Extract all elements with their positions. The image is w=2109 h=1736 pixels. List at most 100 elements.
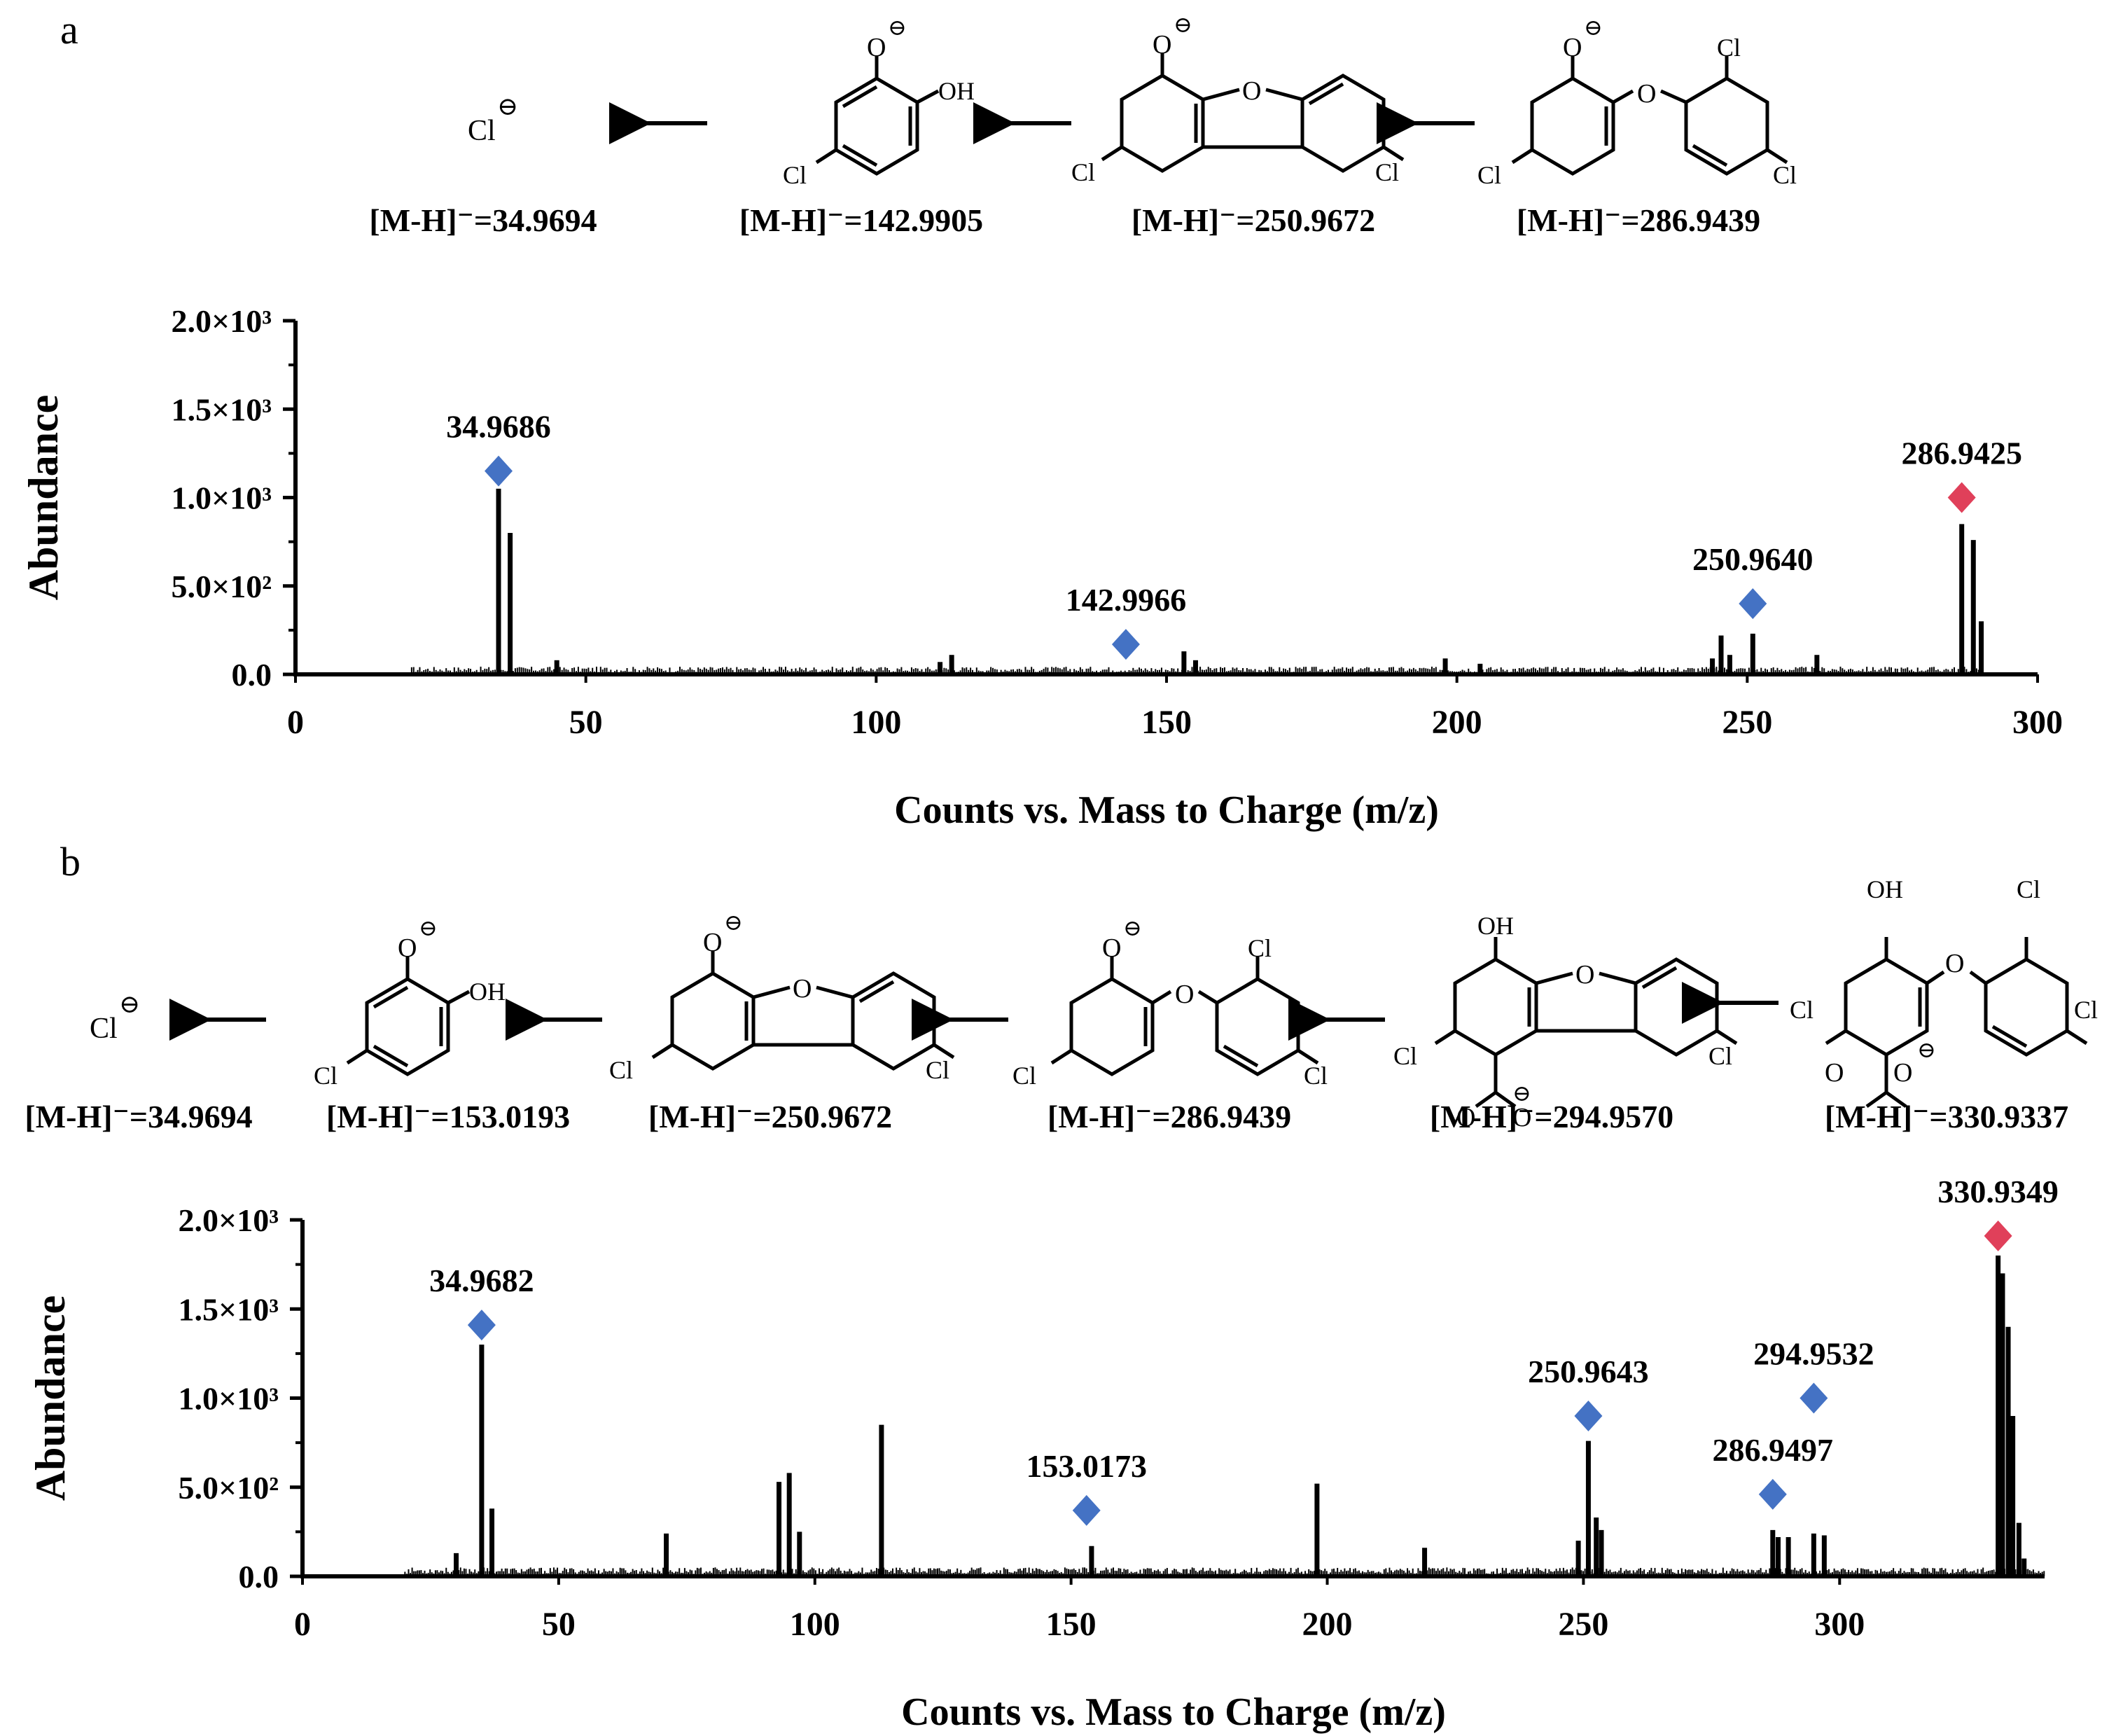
pathway-mz-a-1: [M-H]⁻=142.9905 xyxy=(739,202,983,238)
peak-annotation: 34.9682 xyxy=(429,1263,534,1298)
atom-cl: Cl xyxy=(314,1062,337,1090)
atom-oh: OH xyxy=(938,77,975,105)
pathway-mz-b-5: [M-H]⁻=330.9337 xyxy=(1825,1099,2068,1134)
atom-oh: OH xyxy=(1867,875,1903,903)
atom-cl: Cl xyxy=(1393,1042,1417,1070)
charge-symbol: ⊖ xyxy=(1917,1037,1936,1062)
pathway-mz-a-2: [M-H]⁻=250.9672 xyxy=(1132,202,1375,238)
peak-marker xyxy=(1072,1494,1101,1526)
atom-cl: Cl xyxy=(1717,34,1741,62)
peak-annotation: 286.9497 xyxy=(1713,1432,1834,1468)
y-axis-label: Abundance xyxy=(27,1296,74,1501)
x-axis-label: Counts vs. Mass to Charge (m/z) xyxy=(901,1690,1446,1734)
atom-cl: Cl xyxy=(926,1056,949,1084)
atom-o: O xyxy=(1637,79,1656,109)
atom-cl: Cl xyxy=(1477,161,1501,189)
peak-marker xyxy=(1111,629,1140,660)
pathway-mz-a-3: [M-H]⁻=286.9439 xyxy=(1517,202,1760,238)
x-tick-label: 100 xyxy=(790,1606,840,1643)
atom-cl: Cl xyxy=(2074,996,2098,1024)
atom-o: O xyxy=(793,974,812,1004)
y-tick-label: 2.0×10³ xyxy=(178,1202,279,1238)
atom-o: O xyxy=(703,928,722,957)
peak-marker xyxy=(1739,588,1767,619)
peak-marker xyxy=(1800,1382,1828,1414)
atom-o: O xyxy=(1102,933,1121,963)
pathway-mz-a-0: [M-H]⁻=34.9694 xyxy=(369,202,597,238)
pathway-mz-b-1: [M-H]⁻=153.0193 xyxy=(326,1099,570,1134)
chlorocatechol-structure xyxy=(815,56,940,176)
x-tick-label: 300 xyxy=(1814,1606,1865,1643)
atom-o: O xyxy=(1512,1103,1531,1132)
y-tick-label: 5.0×10² xyxy=(171,569,272,604)
charge-symbol: ⊖ xyxy=(724,910,743,935)
x-tick-label: 200 xyxy=(1432,704,1482,741)
peak-annotation: 142.9966 xyxy=(1066,582,1187,618)
x-tick-label: 150 xyxy=(1046,1606,1097,1643)
atom-o: O xyxy=(1456,1103,1475,1132)
panel-a-label: a xyxy=(60,7,78,53)
x-tick-label: 200 xyxy=(1302,1606,1353,1643)
panel-b-label: b xyxy=(60,839,81,884)
x-tick-label: 250 xyxy=(1558,1606,1608,1643)
x-tick-label: 250 xyxy=(1722,704,1772,741)
chloride-structure: Cl ⊖ xyxy=(90,990,140,1045)
atom-o: O xyxy=(1242,76,1261,106)
atom-o: O xyxy=(1153,30,1171,60)
charge-symbol: ⊖ xyxy=(1123,915,1142,940)
mass-spectrum-b: 0.0 5.0×10² 1.0×10³ 1.5×10³ 2.0×10³ 0 50 100 150… xyxy=(27,1174,2059,1734)
x-tick-label: 50 xyxy=(569,704,603,741)
y-tick-label: 5.0×10² xyxy=(178,1470,279,1506)
peak-annotation: 34.9686 xyxy=(446,409,551,445)
atom-o: O xyxy=(1945,949,1964,978)
atom-o: O xyxy=(867,33,886,62)
atom-oh: OH xyxy=(469,978,506,1006)
charge-symbol: ⊖ xyxy=(419,915,438,940)
x-tick-label: 100 xyxy=(851,704,901,741)
atom-cl: Cl xyxy=(1012,1062,1036,1090)
x-axis-label: Counts vs. Mass to Charge (m/z) xyxy=(894,789,1439,832)
charge-symbol: ⊖ xyxy=(888,15,907,40)
x-tick-label: 0 xyxy=(287,704,304,741)
atom-cl: Cl xyxy=(1790,996,1814,1024)
atom-cl: Cl xyxy=(1708,1042,1732,1070)
x-tick-label: 300 xyxy=(2012,704,2063,741)
dibenzofuranol-structure xyxy=(651,951,955,1071)
atom-cl: Cl xyxy=(609,1056,633,1084)
peak-marker xyxy=(1947,482,1976,513)
y-tick-label: 0.0 xyxy=(239,1559,279,1595)
atom-o: O xyxy=(1825,1058,1844,1088)
atom-cl: Cl xyxy=(1071,158,1095,186)
pathway-mz-b-3: [M-H]⁻=286.9439 xyxy=(1047,1099,1291,1134)
atom-o: O xyxy=(1563,33,1582,62)
y-tick-label: 2.0×10³ xyxy=(171,303,272,339)
atom-o: O xyxy=(1175,980,1194,1009)
atom-cl: Cl xyxy=(90,1013,118,1045)
y-axis-label: Abundance xyxy=(20,395,67,600)
peak-annotation: 286.9425 xyxy=(1901,436,2022,471)
pathway-mz-b-4: [M-H]⁻=294.9570 xyxy=(1430,1099,1673,1134)
carboxy-dibenzofuranol-structure xyxy=(1434,937,1738,1109)
charge-symbol: ⊖ xyxy=(1584,15,1603,40)
atom-cl: Cl xyxy=(1375,158,1399,186)
y-tick-label: 0.0 xyxy=(232,657,272,693)
peak-marker xyxy=(485,455,513,487)
charge-symbol: ⊖ xyxy=(1174,12,1192,37)
y-tick-label: 1.0×10³ xyxy=(178,1381,279,1417)
chlorocatechol-structure xyxy=(346,957,471,1076)
atom-cl: Cl xyxy=(1304,1062,1328,1090)
peak-marker xyxy=(1758,1478,1787,1510)
triclosan-structure xyxy=(1050,957,1319,1076)
y-tick-label: 1.5×10³ xyxy=(178,1291,279,1327)
charge-symbol: ⊖ xyxy=(1512,1081,1531,1106)
atom-cl: Cl xyxy=(1773,161,1797,189)
atom-o: O xyxy=(1893,1058,1912,1088)
pathway-mz-b-0: [M-H]⁻=34.9694 xyxy=(25,1099,252,1134)
peak-marker xyxy=(1574,1400,1603,1431)
pathway-mz-b-2: [M-H]⁻=250.9672 xyxy=(648,1099,892,1134)
peak-annotation: 250.9640 xyxy=(1692,541,1814,577)
atom-cl: Cl xyxy=(2017,875,2040,903)
peak-annotation: 250.9643 xyxy=(1528,1354,1649,1389)
x-tick-label: 50 xyxy=(542,1606,576,1643)
panel-b-pathway: Cl ⊖ [M-H]⁻=34.9694 O ⊖ OH Cl [M-H]⁻=153… xyxy=(25,875,2098,1134)
